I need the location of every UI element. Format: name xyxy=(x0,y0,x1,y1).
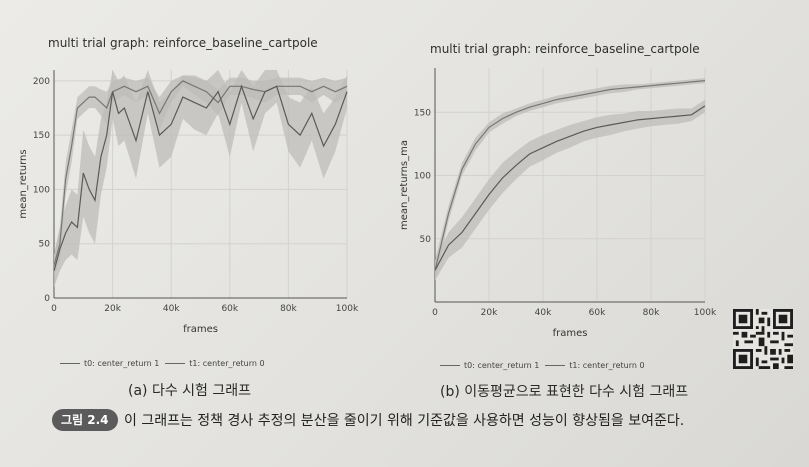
legend-a-t0: t0: center_return 1 xyxy=(60,359,159,368)
chart-a-y-tick-label: 150 xyxy=(33,131,50,141)
qr-code-icon xyxy=(733,309,793,369)
chart-a-series-1-band xyxy=(54,70,347,288)
legend-a-t1: t1: center_return 0 xyxy=(165,359,265,368)
chart-b-series-1-line xyxy=(434,105,706,271)
chart-b-x-tick-label: 80k xyxy=(643,308,660,318)
chart-a-title: multi trial graph: reinforce_baseline_ca… xyxy=(48,36,318,50)
legend-line-icon xyxy=(60,363,80,364)
chart-b-legend: t0: center_return 1 t1: center_return 0 xyxy=(440,361,645,370)
chart-b-series-0-line xyxy=(434,80,706,271)
chart-b-x-tick-label: 100k xyxy=(694,308,717,318)
chart-a: 0 20k 40k 60k 80k 100k 0 50 100 150 200 frames mean_… xyxy=(18,58,365,342)
chart-b-y-tick-label: 50 xyxy=(420,235,432,245)
chart-b-x-tick-label: 20k xyxy=(481,308,498,318)
legend-line-icon xyxy=(545,365,566,366)
figure-label-badge: 그림 2.4 xyxy=(52,409,118,431)
chart-a-x-tick-label: 0 xyxy=(51,304,57,314)
chart-a-legend: t0: center_return 1 t1: center_return 0 xyxy=(60,359,265,368)
chart-b-y-tick-label: 150 xyxy=(414,108,431,118)
figure-caption-text: 이 그래프는 정책 경사 추정의 분산을 줄이기 위해 기준값을 사용하면 성능… xyxy=(124,413,685,429)
legend-b-t0: t0: center_return 1 xyxy=(440,361,539,370)
caption-b: (b) 이동평균으로 표현한 다수 시험 그래프 xyxy=(440,384,689,400)
chart-a-x-tick-label: 60k xyxy=(221,304,238,314)
chart-a-y-tick-label: 200 xyxy=(33,77,50,87)
chart-a-y-tick-label: 50 xyxy=(39,240,51,250)
chart-b-y-tick-label: 100 xyxy=(414,172,431,182)
chart-b-x-tick-label: 0 xyxy=(432,308,438,318)
chart-a-series-0-line xyxy=(53,80,348,266)
chart-a-y-axis-label: mean_returns xyxy=(20,149,29,218)
legend-b-t1: t1: center_return 0 xyxy=(545,361,645,370)
chart-a-y-tick-label: 100 xyxy=(33,185,50,195)
legend-b-t0-label: t0: center_return 1 xyxy=(464,361,540,370)
legend-a-t0-label: t0: center_return 1 xyxy=(84,359,160,368)
chart-b-svg: 0 20k 40k 60k 80k 100k 50 100 150 frames mean_retu… xyxy=(399,68,717,339)
chart-b: 0 20k 40k 60k 80k 100k 50 100 150 frames mean_retu… xyxy=(395,62,725,350)
legend-line-icon xyxy=(440,365,460,366)
chart-b-series-0-band xyxy=(435,78,705,281)
chart-b-y-axis-label: mean_returns_ma xyxy=(399,140,410,230)
chart-a-svg: 0 20k 40k 60k 80k 100k 0 50 100 150 200 frames mean_… xyxy=(18,70,359,335)
chart-a-series-0-band xyxy=(54,75,347,277)
chart-b-title: multi trial graph: reinforce_baseline_ca… xyxy=(430,42,700,56)
legend-a-t1-label: t1: center_return 0 xyxy=(189,359,265,368)
caption-a: (a) 다수 시험 그래프 xyxy=(128,383,252,399)
chart-b-series-1-band xyxy=(435,99,705,281)
chart-a-x-tick-label: 100k xyxy=(336,304,359,314)
chart-a-x-tick-label: 20k xyxy=(104,304,121,314)
chart-a-series-1-line xyxy=(53,84,348,272)
legend-b-t1-label: t1: center_return 0 xyxy=(569,361,645,370)
legend-line-icon xyxy=(165,363,186,364)
chart-b-x-tick-label: 60k xyxy=(589,308,606,318)
chart-a-x-tick-label: 80k xyxy=(280,304,297,314)
chart-b-x-axis-label: frames xyxy=(553,328,588,339)
chart-a-x-axis-label: frames xyxy=(183,324,218,335)
chart-a-x-tick-label: 40k xyxy=(163,304,180,314)
chart-a-y-tick-label: 0 xyxy=(44,294,50,304)
chart-b-x-tick-label: 40k xyxy=(535,308,552,318)
